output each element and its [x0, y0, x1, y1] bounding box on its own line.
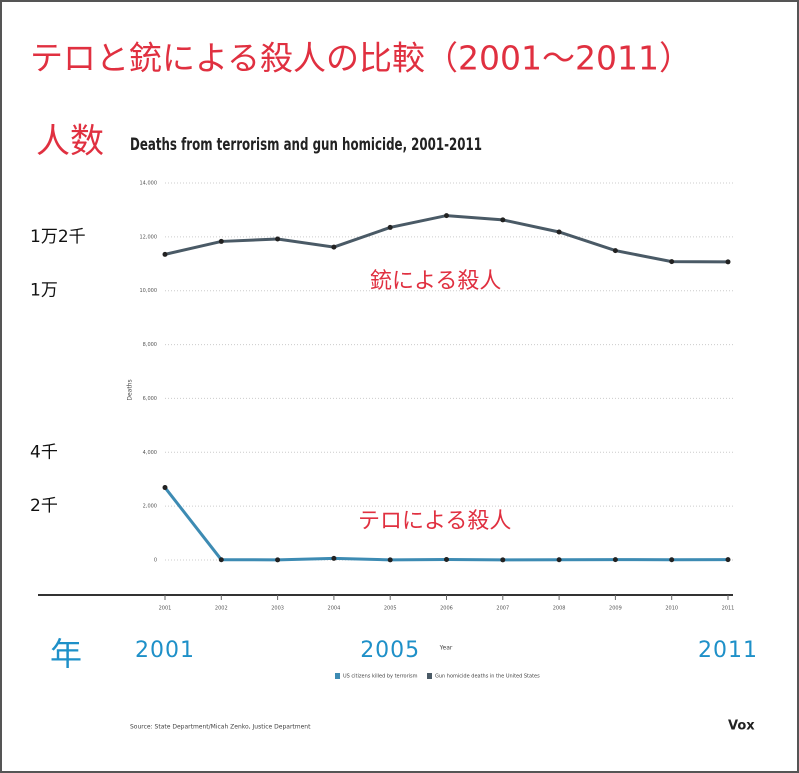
point — [387, 557, 393, 563]
point — [612, 248, 618, 254]
x-tick-label: 2011 — [722, 606, 735, 612]
point — [275, 236, 281, 242]
point — [444, 213, 449, 219]
point — [500, 217, 506, 223]
y-tick-label: 4,000 — [143, 450, 157, 456]
point — [725, 557, 731, 563]
y-tick-label: 6,000 — [143, 396, 157, 402]
legend-swatch — [427, 673, 432, 679]
x-tick-label: 2008 — [553, 606, 566, 612]
point — [612, 557, 618, 563]
x-tick-label: 2006 — [440, 606, 453, 612]
point — [162, 251, 168, 257]
x-tick-label: 2010 — [665, 606, 678, 612]
point — [725, 259, 731, 265]
point — [444, 556, 449, 562]
y-tick-label: 10,000 — [140, 288, 158, 294]
jp-x-mark: 2005 — [360, 638, 420, 663]
y-tick-label: 8,000 — [143, 342, 157, 348]
jp-y-mark: 1万 — [30, 281, 58, 301]
y-tick-label: 0 — [154, 558, 157, 564]
chart-title: Deaths from terrorism and gun homicide, … — [130, 135, 482, 155]
point — [218, 238, 224, 244]
point — [669, 259, 675, 265]
brand: Vox — [728, 719, 755, 734]
y-unit: 人数 — [36, 122, 104, 162]
point — [500, 557, 506, 563]
point — [275, 557, 281, 563]
point — [331, 244, 337, 250]
source: Source: State Department/Micah Zenko, Ju… — [130, 724, 311, 731]
series-label: テロによる殺人 — [358, 509, 511, 534]
x-tick-label: 2004 — [328, 606, 341, 612]
jp-y-mark: 4千 — [30, 442, 58, 462]
legend-swatch — [335, 673, 340, 679]
legend-label: Gun homicide deaths in the United States — [435, 674, 540, 680]
point — [162, 485, 168, 491]
jp-x-mark: 2011 — [698, 638, 758, 663]
x-tick-label: 2007 — [496, 606, 509, 612]
y-axis-label: Deaths — [127, 379, 134, 400]
y-tick-label: 12,000 — [140, 234, 158, 240]
y-tick-label: 2,000 — [143, 504, 157, 510]
jp-title: テロと銃による殺人の比較（2001～2011） — [30, 39, 692, 78]
x-tick-label: 2005 — [384, 606, 397, 612]
point — [387, 224, 393, 230]
jp-y-mark: 1万2千 — [30, 227, 86, 247]
x-tick-label: 2003 — [271, 606, 284, 612]
point — [218, 557, 224, 563]
jp-y-mark: 2千 — [30, 496, 58, 516]
y-tick-label: 14,000 — [140, 181, 158, 187]
point — [556, 557, 562, 563]
legend-label: US citizens killed by terrorism — [343, 674, 418, 680]
series-label: 銃による殺人 — [370, 269, 501, 294]
x-tick-label: 2002 — [215, 606, 228, 612]
point — [669, 557, 675, 563]
point — [556, 229, 562, 235]
x-unit: 年 — [50, 635, 82, 673]
point — [331, 555, 337, 561]
x-axis-label: Year — [439, 645, 453, 652]
x-tick-label: 2001 — [159, 606, 172, 612]
x-tick-label: 2009 — [609, 606, 622, 612]
jp-x-mark: 2001 — [135, 638, 195, 663]
